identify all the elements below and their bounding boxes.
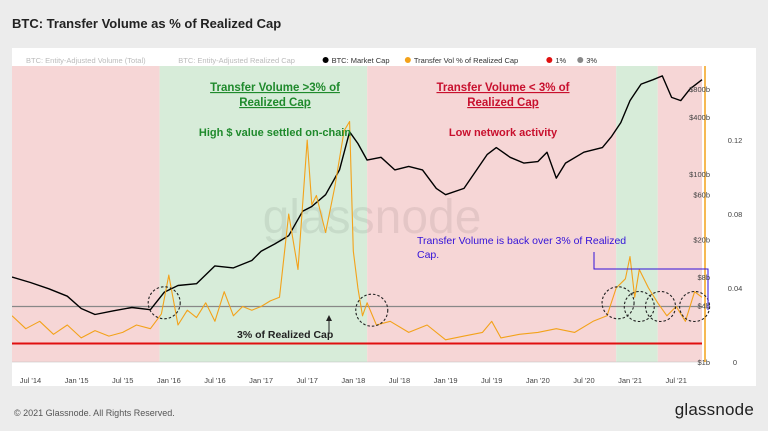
threshold-lines (12, 305, 702, 345)
chart-card: glassnode Transfer Volume >3% of Realize… (12, 48, 756, 386)
x-tick-label: Jan '15 (65, 376, 89, 385)
legend-swatch-4 (546, 57, 553, 63)
series-transfer-vol (12, 120, 703, 341)
y-log-tick-label: $20b (693, 236, 710, 245)
y-log-tick-label: $800b (689, 85, 710, 94)
y-log-tick-label: $8b (697, 273, 710, 282)
y-right-tick-label: 0.12 (728, 136, 743, 145)
region-green-3 (616, 66, 658, 362)
legend-label-2: BTC: Market Cap (332, 56, 390, 65)
legend-label-3: Transfer Vol % of Realized Cap (414, 56, 518, 65)
region-green-1 (159, 66, 368, 362)
x-tick-label: Jul '18 (389, 376, 410, 385)
y-right-tick-label: 0.08 (728, 210, 743, 219)
region-red-0 (12, 66, 160, 362)
y-log-tick-label: $4b (697, 301, 710, 310)
y-log-tick-label: $100b (689, 170, 710, 179)
highlight-circle-3 (623, 290, 655, 323)
annot-threshold-label: 3% of Realized Cap (237, 329, 333, 341)
chart-svg: glassnode Transfer Volume >3% of Realize… (12, 56, 742, 385)
annotations: Transfer Volume >3% of Realized Cap High… (199, 82, 709, 341)
annot-red-title-2: Realized Cap (467, 97, 539, 109)
region-red-2 (367, 66, 617, 362)
copyright: © 2021 Glassnode. All Rights Reserved. (14, 408, 175, 418)
legend-swatch-2 (322, 57, 329, 63)
x-tick-label: Jul '19 (481, 376, 502, 385)
legend-swatch-3 (404, 57, 411, 63)
x-tick-label: Jan '20 (526, 376, 550, 385)
x-tick-label: Jul '20 (573, 376, 594, 385)
x-tick-label: Jan '18 (341, 376, 365, 385)
x-tick-label: Jul '16 (204, 376, 225, 385)
x-tick-label: Jan '16 (157, 376, 181, 385)
series-market-cap (12, 75, 703, 316)
y-log-tick-label: $1b (697, 358, 710, 367)
series (12, 66, 706, 362)
x-tick-label: Jul '21 (665, 376, 686, 385)
glassnode-logo: glassnode (674, 400, 754, 419)
highlight-circle-5 (679, 290, 711, 323)
x-tick-label: Jan '19 (434, 376, 458, 385)
highlight-circle-2 (601, 286, 635, 320)
legend-label-1: BTC: Entity-Adjusted Realized Cap (178, 56, 295, 65)
legend-swatch-5 (577, 57, 584, 63)
y-log-tick-label: $60b (693, 191, 710, 200)
x-tick-label: Jul '17 (296, 376, 317, 385)
legend-label-5: 3% (586, 56, 597, 65)
chart-title: BTC: Transfer Volume as % of Realized Ca… (12, 16, 282, 31)
legend-label-4: 1% (555, 56, 566, 65)
highlight-circle-1 (355, 293, 389, 327)
x-tick-label: Jul '15 (112, 376, 133, 385)
annot-red-sub: Low network activity (449, 127, 558, 139)
annot-green-title-2: Realized Cap (239, 97, 311, 109)
annot-red-title-1: Transfer Volume < 3% of (436, 82, 569, 94)
legend: BTC: Entity-Adjusted Volume (Total) BTC: … (26, 56, 597, 65)
region-red-4 (657, 66, 702, 362)
annot-green-title-1: Transfer Volume >3% of (210, 82, 340, 94)
x-tick-label: Jan '21 (618, 376, 642, 385)
x-tick-label: Jul '14 (20, 376, 41, 385)
highlight-circle-0 (147, 286, 181, 320)
highlight-circles (147, 286, 711, 327)
annot-blue-connector (593, 252, 709, 310)
y-right-tick-label: 0.04 (728, 284, 743, 293)
legend-label-0: BTC: Entity-Adjusted Volume (Total) (26, 56, 146, 65)
y-log-tick-label: $400b (689, 113, 710, 122)
y-right-tick-label: 0 (733, 358, 737, 367)
annot-green-sub: High $ value settled on-chain (199, 127, 351, 139)
highlight-circle-4 (644, 290, 677, 323)
axes: Jul '14 Jan '15 Jul '15 Jan '16 Jul '16 Jan '… (12, 85, 742, 385)
annot-threshold-arrowhead (326, 315, 332, 321)
annot-blue-2: Cap. (417, 249, 439, 261)
annot-blue-1: Transfer Volume is back over 3% of Reali… (417, 235, 626, 247)
x-tick-label: Jan '17 (249, 376, 273, 385)
